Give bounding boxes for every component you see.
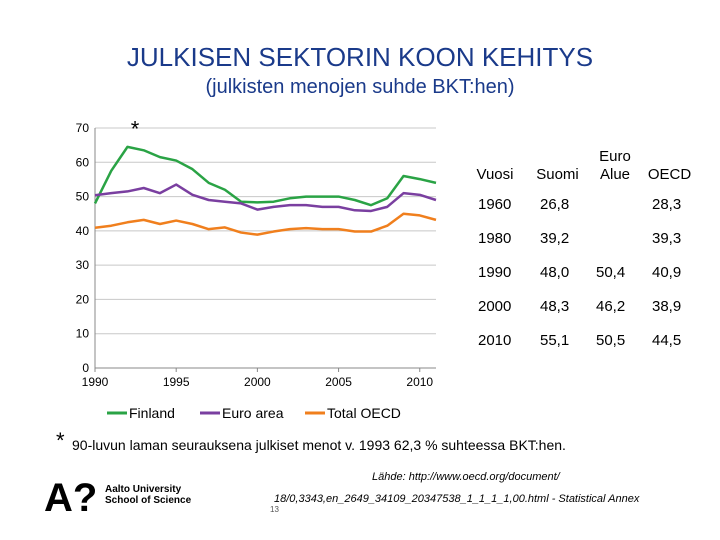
source-line1: Lähde: http://www.oecd.org/document/ [372, 471, 560, 483]
header-vuosi: Vuosi [476, 166, 514, 183]
table-cell-suomi: 39,2 [540, 230, 570, 247]
table-cell-vuosi: 1980 [478, 230, 512, 247]
logo-line1: Aalto University [105, 484, 182, 495]
table-cell-oecd: 28,3 [652, 196, 682, 213]
table-cell-vuosi: 1960 [478, 196, 512, 213]
chart-annotation: * [131, 117, 140, 142]
y-tick-label: 50 [76, 190, 90, 204]
header-suomi: Suomi [536, 166, 579, 183]
x-tick-label: 1995 [163, 375, 190, 389]
table-cell-euro: 46,2 [596, 298, 626, 315]
series-line-finland [93, 145, 437, 207]
x-tick-label: 2000 [244, 375, 271, 389]
table-cell-suomi: 26,8 [540, 196, 570, 213]
x-tick-label: 2005 [325, 375, 352, 389]
table-cell-suomi: 55,1 [540, 332, 570, 349]
table-cell-vuosi: 1990 [478, 264, 512, 281]
table-cell-oecd: 39,3 [652, 230, 682, 247]
table-cell-oecd: 38,9 [652, 298, 682, 315]
header-euro-line2: Alue [599, 166, 631, 183]
y-tick-label: 40 [76, 224, 90, 238]
header-euro-line1: Euro [599, 148, 631, 165]
logo-line2: School of Science [105, 495, 192, 506]
table-cell-euro: 50,4 [596, 264, 626, 281]
y-tick-label: 20 [76, 292, 90, 306]
y-tick-label: 70 [76, 121, 90, 135]
table-cell-oecd: 44,5 [652, 332, 682, 349]
x-tick-label: 2010 [406, 375, 433, 389]
y-tick-label: 60 [76, 155, 90, 169]
table-cell-vuosi: 2000 [478, 298, 512, 315]
line-chart: 0 10 20 30 40 50 60 70 1990 1995 2000 2005 2010 * Finl… [76, 117, 437, 421]
logo-text: Aalto University School of Science [105, 484, 191, 506]
legend-label: Total OECD [327, 405, 401, 421]
y-tick-label: 0 [82, 361, 89, 375]
header-oecd: OECD [647, 166, 692, 183]
y-tick-label: 30 [76, 258, 90, 272]
x-tick-label: 1990 [82, 375, 109, 389]
footnote-text: 90-luvun laman seurauksena julkiset meno… [72, 437, 566, 453]
page-subtitle: (julkisten menojen suhde BKT:hen) [205, 76, 515, 98]
source-line2: 18/0,3343,en_2649_34109_20347538_1_1_1_1… [274, 493, 640, 505]
table-cell-oecd: 40,9 [652, 264, 682, 281]
y-tick-label: 10 [76, 327, 90, 341]
legend-label: Euro area [222, 405, 284, 421]
aalto-logo-icon: A? [44, 476, 98, 520]
legend-label: Finland [129, 405, 175, 421]
series-line-total-oecd [94, 212, 437, 236]
table-cell-suomi: 48,3 [540, 298, 570, 315]
page-number: 13 [270, 505, 279, 514]
table-cell-euro: 50,5 [596, 332, 626, 349]
table-cell-vuosi: 2010 [478, 332, 512, 349]
table-cell-suomi: 48,0 [540, 264, 570, 281]
page-title: JULKISEN SEKTORIN KOON KEHITYS [126, 42, 594, 72]
footnote-star: * [56, 428, 65, 453]
series-line-euro-area [94, 183, 437, 213]
